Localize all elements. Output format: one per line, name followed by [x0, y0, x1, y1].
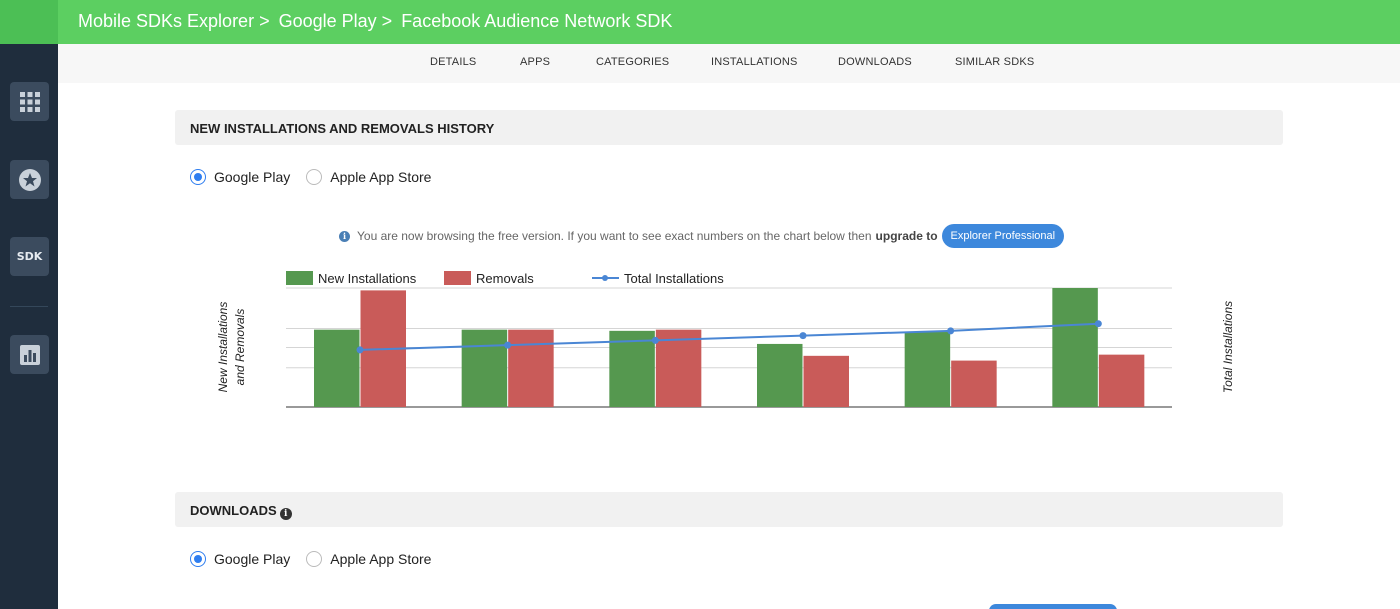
top-bar: Mobile SDKs Explorer > Google Play > Fac… [58, 0, 1400, 44]
breadcrumb-store[interactable]: Google Play > [278, 11, 393, 31]
breadcrumb-root[interactable]: Mobile SDKs Explorer > [78, 11, 270, 31]
downloads-store-selector: Google Play Apple App Store [190, 549, 447, 569]
downloads-info-icon[interactable]: i [279, 508, 292, 520]
free-version-notice: i You are now browsing the free version.… [339, 223, 1065, 249]
y-axis-label-line1: New Installations [216, 302, 230, 393]
breadcrumb: Mobile SDKs Explorer > Google Play > Fac… [78, 11, 676, 32]
sdk-icon[interactable]: SDK [10, 237, 49, 276]
apps-grid-icon[interactable] [10, 82, 49, 121]
installations-chart: New Installations Removals Total Installat… [216, 271, 1235, 408]
new-installations-bar [1052, 288, 1098, 407]
downloads-radio-apple-app-store-label[interactable]: Apple App Store [330, 551, 432, 567]
bar-chart-icon[interactable] [10, 335, 49, 374]
chart-legend: New Installations Removals Total Installat… [286, 271, 724, 286]
removals-bar [951, 360, 997, 407]
downloads-radio-google-play[interactable] [190, 551, 206, 567]
y2-axis-label: Total Installations [1221, 301, 1235, 393]
downloads-panel-title: DOWNLOADS i [190, 503, 292, 520]
radio-google-play-label[interactable]: Google Play [214, 169, 291, 185]
sidebar-header [0, 0, 58, 44]
notice-text: You are now browsing the free version. I… [357, 229, 872, 243]
new-installations-bar [609, 330, 655, 407]
removals-bar [803, 355, 849, 407]
removals-bar [1098, 354, 1145, 407]
installations-panel-title: NEW INSTALLATIONS AND REMOVALS HISTORY [190, 121, 495, 136]
installations-store-selector: Google Play Apple App Store [190, 167, 447, 187]
legend-swatch-removals [444, 271, 471, 285]
info-icon: i [339, 230, 350, 242]
total-installations-point [1094, 320, 1102, 328]
legend-label-new-installations: New Installations [318, 271, 417, 286]
tab-similar-sdks[interactable]: SIMILAR SDKS [955, 56, 1035, 68]
new-installations-bar [314, 329, 360, 407]
radio-apple-app-store-label[interactable]: Apple App Store [330, 169, 432, 185]
tab-details[interactable]: DETAILS [430, 56, 477, 68]
downloads-radio-google-play-label[interactable]: Google Play [214, 551, 291, 567]
new-installations-bar [757, 343, 803, 407]
total-installations-point [504, 341, 512, 349]
installations-panel-header: NEW INSTALLATIONS AND REMOVALS HISTORY [175, 110, 1283, 145]
tab-downloads[interactable]: DOWNLOADS [838, 56, 912, 68]
star-icon[interactable] [10, 160, 49, 199]
downloads-title-text: DOWNLOADS [190, 503, 277, 518]
total-installations-point [799, 332, 807, 340]
notice-bold-text: upgrade to [875, 229, 938, 243]
explorer-professional-button[interactable]: Explorer Professional [941, 224, 1065, 248]
radio-apple-app-store[interactable] [306, 169, 323, 185]
removals-bar [655, 329, 702, 407]
total-installations-point [947, 327, 955, 335]
legend-label-removals: Removals [476, 271, 534, 286]
total-installations-point [651, 336, 659, 344]
downloads-panel-header: DOWNLOADS i [175, 492, 1283, 527]
legend-marker-total-installations [602, 275, 608, 281]
downloads-upgrade-button[interactable] [989, 604, 1117, 609]
tab-installations[interactable]: INSTALLATIONS [711, 56, 798, 68]
legend-swatch-new-installations [286, 271, 313, 285]
sidebar: SDK [0, 0, 58, 609]
y-axis-label-line2: and Removals [233, 309, 247, 386]
tab-categories[interactable]: CATEGORIES [596, 56, 670, 68]
total-installations-point [356, 346, 364, 354]
removals-bar [508, 329, 554, 407]
nav-tabs: DETAILS APPS CATEGORIES INSTALLATIONS DO… [58, 44, 1400, 83]
total-installations-line [359, 322, 1099, 351]
downloads-radio-apple-app-store[interactable] [306, 551, 323, 567]
legend-label-total-installations: Total Installations [624, 271, 724, 286]
chart-line [356, 320, 1102, 354]
sdk-label: SDK [16, 250, 43, 263]
tab-apps[interactable]: APPS [520, 56, 551, 68]
chart-grid [286, 287, 1172, 408]
new-installations-bar [904, 332, 951, 407]
sidebar-divider [10, 306, 48, 307]
new-installations-bar [461, 329, 508, 407]
radio-google-play[interactable] [190, 169, 206, 185]
breadcrumb-sdk: Facebook Audience Network SDK [401, 11, 673, 31]
